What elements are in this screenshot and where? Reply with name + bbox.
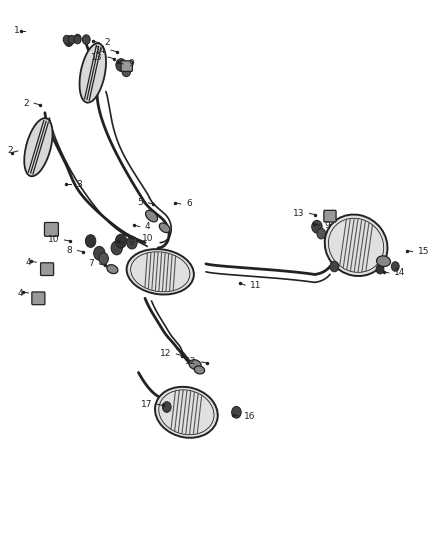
- Text: 12: 12: [185, 358, 196, 367]
- Ellipse shape: [80, 43, 106, 103]
- FancyBboxPatch shape: [45, 222, 58, 236]
- Circle shape: [312, 220, 322, 233]
- Text: 11: 11: [251, 280, 262, 289]
- Ellipse shape: [194, 366, 205, 374]
- Circle shape: [232, 407, 241, 418]
- Text: 14: 14: [95, 46, 106, 55]
- FancyBboxPatch shape: [324, 211, 336, 222]
- Text: 12: 12: [160, 350, 171, 359]
- FancyBboxPatch shape: [32, 292, 45, 305]
- Ellipse shape: [24, 118, 53, 176]
- Text: 17: 17: [141, 400, 152, 409]
- Text: 2: 2: [7, 147, 13, 156]
- Circle shape: [99, 253, 109, 264]
- Text: 16: 16: [244, 411, 255, 421]
- Ellipse shape: [189, 360, 201, 369]
- Text: 10: 10: [48, 236, 59, 245]
- Text: 7: 7: [88, 260, 94, 268]
- Text: 4: 4: [25, 258, 31, 266]
- Ellipse shape: [377, 256, 390, 266]
- Text: 4: 4: [18, 288, 23, 297]
- Circle shape: [116, 59, 126, 71]
- Text: 9: 9: [128, 238, 134, 247]
- Circle shape: [330, 261, 339, 272]
- Text: 4: 4: [145, 222, 151, 231]
- Text: 8: 8: [67, 246, 72, 255]
- Text: 2: 2: [105, 38, 110, 47]
- Text: 15: 15: [418, 247, 429, 256]
- Text: 13: 13: [293, 209, 304, 218]
- Ellipse shape: [155, 387, 218, 438]
- Text: 14: 14: [394, 268, 405, 277]
- Text: 3: 3: [76, 180, 82, 189]
- Circle shape: [111, 241, 122, 255]
- FancyBboxPatch shape: [121, 61, 132, 71]
- Circle shape: [122, 66, 131, 77]
- Ellipse shape: [159, 223, 170, 232]
- Circle shape: [162, 402, 171, 413]
- Circle shape: [127, 236, 137, 249]
- FancyBboxPatch shape: [41, 263, 53, 276]
- Circle shape: [68, 35, 75, 44]
- Ellipse shape: [145, 211, 158, 222]
- Text: 5: 5: [138, 198, 143, 207]
- Ellipse shape: [107, 265, 118, 273]
- Circle shape: [391, 262, 399, 271]
- Text: 13: 13: [91, 53, 103, 62]
- Circle shape: [94, 246, 105, 260]
- Circle shape: [64, 36, 73, 46]
- Text: 1: 1: [14, 26, 20, 35]
- Circle shape: [74, 34, 81, 43]
- Circle shape: [376, 264, 384, 274]
- Text: 2: 2: [23, 99, 29, 108]
- Ellipse shape: [325, 215, 388, 276]
- Text: 6: 6: [186, 199, 192, 208]
- Circle shape: [317, 228, 325, 239]
- Circle shape: [74, 35, 81, 44]
- Text: 10: 10: [142, 235, 154, 244]
- Text: 9: 9: [324, 221, 330, 230]
- Circle shape: [63, 35, 70, 44]
- Text: 9: 9: [128, 60, 134, 68]
- Circle shape: [116, 234, 127, 248]
- Circle shape: [82, 35, 90, 44]
- Circle shape: [85, 235, 96, 247]
- Ellipse shape: [127, 249, 194, 295]
